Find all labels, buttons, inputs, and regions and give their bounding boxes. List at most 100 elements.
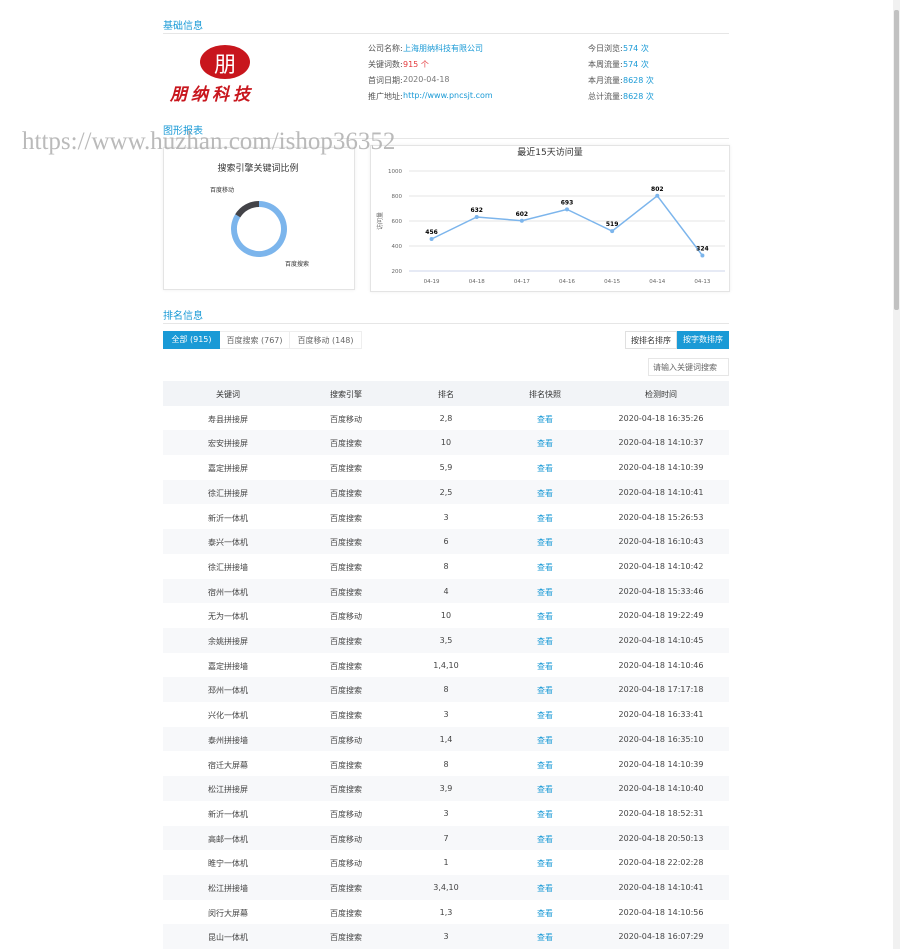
table-cell: 新沂一体机 bbox=[208, 513, 248, 523]
table-cell[interactable]: 查看 bbox=[537, 538, 553, 548]
table-cell[interactable]: 查看 bbox=[537, 933, 553, 943]
info-value: 上海朋纳科技有限公司 bbox=[403, 44, 483, 53]
table-row bbox=[163, 652, 729, 678]
table-cell[interactable]: 查看 bbox=[537, 661, 553, 671]
table-cell: 徐汇拼接屏 bbox=[208, 488, 248, 498]
y-axis-label: 访问量 bbox=[376, 212, 384, 230]
table-cell: 2020-04-18 14:10:45 bbox=[618, 636, 704, 645]
tab[interactable]: 百度搜索 (767) bbox=[220, 331, 290, 349]
table-cell[interactable]: 查看 bbox=[537, 859, 553, 869]
table-cell: 2020-04-18 14:10:39 bbox=[618, 759, 704, 769]
table-cell: 宿迁大屏幕 bbox=[208, 760, 248, 770]
info-value[interactable]: http://www.pncsjt.com bbox=[403, 91, 493, 100]
pie-slice bbox=[231, 201, 287, 257]
table-header: 排名快照 bbox=[529, 390, 561, 399]
point bbox=[610, 229, 615, 234]
table-cell: 百度移动 bbox=[330, 612, 362, 622]
info-label: 总计流量: bbox=[588, 92, 623, 101]
table-cell[interactable]: 查看 bbox=[537, 587, 553, 597]
table-row bbox=[163, 628, 729, 653]
logo-name: 朋纳科技 bbox=[170, 85, 254, 105]
table-cell: 3 bbox=[443, 710, 449, 720]
point bbox=[655, 193, 660, 198]
table-cell: 泰州拼接墙 bbox=[208, 735, 248, 745]
scrollbar-thumb[interactable] bbox=[894, 10, 899, 310]
table-cell[interactable]: 查看 bbox=[537, 464, 553, 474]
table-cell: 松江拼接墙 bbox=[208, 884, 248, 893]
table-cell: 6 bbox=[443, 537, 449, 547]
point bbox=[565, 207, 569, 212]
table-cell: 新沂一体机 bbox=[208, 809, 248, 819]
table-row bbox=[163, 455, 729, 480]
table-cell[interactable]: 查看 bbox=[537, 760, 553, 770]
info-value: 8628 次 bbox=[623, 76, 654, 85]
table-cell: 5,9 bbox=[439, 463, 453, 473]
table-row bbox=[163, 702, 729, 727]
table-cell[interactable]: 查看 bbox=[537, 785, 553, 795]
x-tick-label: 04-18 bbox=[469, 279, 485, 285]
table-cell[interactable]: 查看 bbox=[537, 637, 553, 646]
table-cell: 8 bbox=[443, 685, 449, 695]
table-cell: 宿州一体机 bbox=[208, 587, 248, 597]
tab[interactable]: 百度移动 (148) bbox=[290, 331, 362, 349]
watermark: https://www.huzhan.com/ishop36352 bbox=[22, 128, 396, 155]
x-tick-label: 04-16 bbox=[559, 279, 575, 285]
table-cell: 闵行大屏幕 bbox=[208, 908, 248, 918]
info-value: 915 个 bbox=[403, 60, 429, 69]
table-cell: 2020-04-18 14:10:56 bbox=[618, 907, 704, 917]
table-cell[interactable]: 查看 bbox=[537, 513, 553, 523]
table-cell: 百度搜索 bbox=[330, 562, 362, 572]
table-cell: 10 bbox=[440, 611, 452, 621]
table-cell: 高邮一体机 bbox=[208, 834, 248, 844]
point bbox=[429, 237, 434, 241]
info-value: 8628 次 bbox=[623, 92, 654, 101]
y-tick-label: 400 bbox=[392, 244, 403, 250]
table-cell: 余姚拼接屏 bbox=[208, 637, 248, 646]
table-row bbox=[163, 553, 729, 579]
chart-title: 最近15天访问量 bbox=[517, 146, 582, 158]
info-label: 首词日期: bbox=[368, 76, 403, 85]
table-cell: 2020-04-18 20:50:13 bbox=[618, 833, 704, 843]
table-cell[interactable]: 查看 bbox=[537, 562, 553, 572]
table-cell[interactable]: 查看 bbox=[537, 711, 553, 721]
table-cell: 寿县拼接屏 bbox=[208, 414, 248, 424]
table-cell: 百度搜索 bbox=[330, 711, 362, 721]
table-cell: 百度搜索 bbox=[330, 908, 362, 918]
y-tick-label: 600 bbox=[392, 219, 403, 225]
table-cell: 百度搜索 bbox=[330, 439, 362, 449]
table-cell[interactable]: 查看 bbox=[537, 612, 553, 622]
table-cell: 3 bbox=[443, 932, 449, 942]
x-tick-label: 04-17 bbox=[514, 279, 530, 285]
table-cell[interactable]: 查看 bbox=[537, 686, 553, 696]
table-cell[interactable]: 查看 bbox=[537, 834, 553, 844]
table-cell: 2020-04-18 14:10:37 bbox=[618, 438, 704, 448]
table-cell: 2020-04-18 16:10:43 bbox=[618, 537, 704, 547]
table-cell: 百度搜索 bbox=[330, 637, 362, 646]
table-cell: 2020-04-18 16:07:29 bbox=[618, 932, 704, 942]
table-cell: 2020-04-18 19:22:49 bbox=[618, 611, 704, 621]
table-cell: 8 bbox=[443, 561, 449, 571]
info-label: 本周流量: bbox=[588, 60, 623, 69]
sort-button[interactable]: 按排名排序 bbox=[625, 331, 677, 349]
sort-button[interactable]: 按字数排序 bbox=[677, 331, 729, 349]
table-cell[interactable]: 查看 bbox=[537, 488, 553, 498]
tab[interactable]: 全部 (915) bbox=[163, 331, 220, 349]
table-cell[interactable]: 查看 bbox=[537, 809, 553, 819]
table-cell: 2020-04-18 14:10:42 bbox=[618, 561, 704, 571]
table-row bbox=[163, 751, 729, 777]
table-cell: 百度移动 bbox=[330, 834, 362, 844]
table-cell[interactable]: 查看 bbox=[537, 735, 553, 745]
y-tick-label: 800 bbox=[392, 194, 403, 200]
table-cell[interactable]: 查看 bbox=[537, 884, 553, 893]
search-input[interactable]: 请输入关键词搜索 bbox=[648, 358, 729, 376]
table-cell[interactable]: 查看 bbox=[537, 908, 553, 918]
pie-slice bbox=[235, 201, 260, 218]
table-row bbox=[163, 529, 729, 554]
table-cell: 百度搜索 bbox=[330, 513, 362, 523]
table-cell[interactable]: 查看 bbox=[537, 414, 553, 424]
table-cell: 百度搜索 bbox=[330, 686, 362, 696]
table-cell[interactable]: 查看 bbox=[537, 439, 553, 449]
table-cell: 百度移动 bbox=[330, 859, 362, 869]
table-cell: 3 bbox=[443, 512, 449, 522]
table-cell: 百度搜索 bbox=[330, 488, 362, 498]
